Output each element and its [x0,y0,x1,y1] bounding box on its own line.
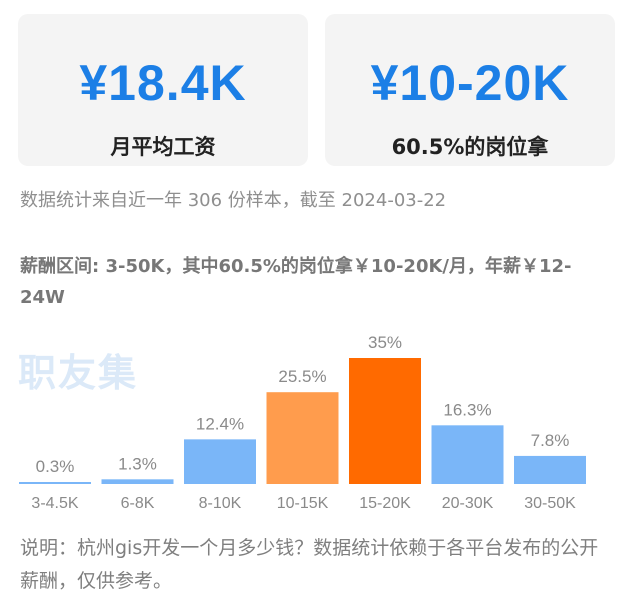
footnote: 说明：杭州gis开发一个月多少钱？数据统计依赖于各平台发布的公开薪酬，仅供参考。 [20,537,599,592]
category-tick-label: 3-4.5K [31,495,78,512]
bar-30-50K [514,455,586,484]
category-tick-label: 10-15K [277,495,329,512]
bar-value-label: 7.8% [531,431,570,450]
bar-8-10K [184,439,256,484]
bar-value-label: 16.3% [443,400,491,419]
category-tick-label: 15-20K [359,495,411,512]
bar-value-label: 25.5% [278,367,326,386]
salary-range-value: ¥10-20K [370,55,570,111]
category-tick-label: 8-10K [199,495,242,512]
bar-value-label: 12.4% [196,414,244,433]
avg-salary-value: ¥18.4K [79,55,247,111]
watermark-logo: 职友集 [18,351,139,395]
salary-distribution-chart: 0.3% 3-4.5K 1.3% 6-8K 12.4% 8-10K 25.5% 10-15K 3… [19,333,586,512]
bar-15-20K [349,358,421,484]
bar-20-30K [431,425,504,484]
category-tick-label: 20-30K [442,495,494,512]
category-tick-label: 30-50K [524,495,576,512]
sample-info: 数据统计来自近一年 306 份样本，截至 2024-03-22 [20,190,447,211]
salary-range-card: ¥10-20K 60.5%的岗位拿 [325,14,615,166]
bar-6-8K [101,479,174,484]
bar-value-label: 35% [368,333,402,352]
bar-value-label: 0.3% [36,457,75,476]
category-tick-label: 6-8K [121,495,155,512]
avg-salary-label: 月平均工资 [110,135,216,159]
avg-salary-card: ¥18.4K 月平均工资 [18,14,308,166]
bar-value-label: 1.3% [118,454,157,473]
salary-range-summary: 薪酬区间: 3-50K，其中60.5%的岗位拿￥10-20K/月，年薪￥12-2… [20,256,572,308]
salary-range-label: 60.5%的岗位拿 [391,135,549,159]
bar-3-4.5K [19,482,91,484]
bar-10-15K [266,392,339,484]
